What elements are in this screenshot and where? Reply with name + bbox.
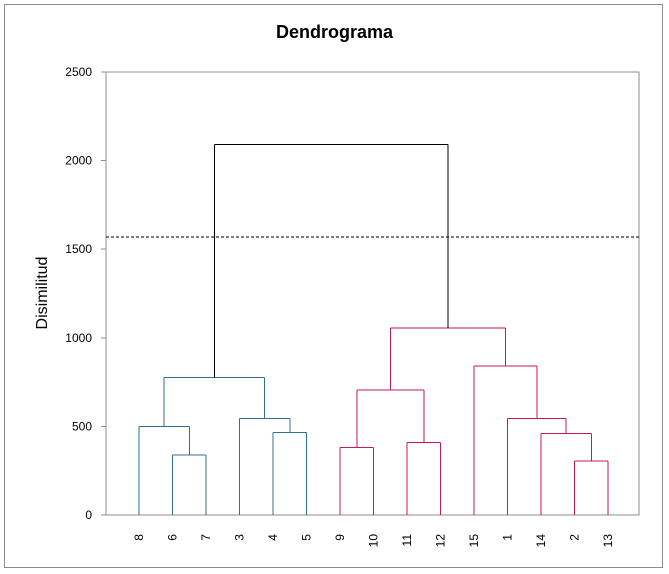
chart-frame xyxy=(4,4,663,568)
y-tick-label: 2000 xyxy=(65,154,92,168)
tick-labels: 0 500 1000 1500 2000 2500 8 6 7 3 4 5 9 10 11 12 15 1 14 2 1… xyxy=(65,65,615,547)
dendrogram-links xyxy=(138,144,609,515)
y-tick-label: 1500 xyxy=(65,242,92,256)
y-tick-label: 0 xyxy=(85,508,92,522)
x-tick-label-11: 11 xyxy=(400,534,414,547)
x-tick-label-8: 8 xyxy=(132,534,146,541)
x-tick-label-6: 6 xyxy=(166,534,180,541)
x-tick-label-5: 5 xyxy=(300,534,314,541)
x-tick-label-15: 15 xyxy=(467,534,481,548)
x-tick-label-10: 10 xyxy=(367,534,381,548)
x-tick-label-1: 1 xyxy=(501,534,515,541)
x-tick-label-12: 12 xyxy=(434,534,448,548)
x-tick-label-7: 7 xyxy=(199,534,213,541)
x-tick-label-3: 3 xyxy=(233,534,247,541)
plot-area-border xyxy=(105,71,640,516)
x-tick-label-9: 9 xyxy=(333,534,347,541)
chart-title: Dendrograma xyxy=(275,22,394,42)
y-tick-label: 1000 xyxy=(65,331,92,345)
y-tick-label: 500 xyxy=(72,419,92,433)
y-tick-label: 2500 xyxy=(65,65,92,79)
x-tick-label-14: 14 xyxy=(534,534,548,548)
x-tick-label-4: 4 xyxy=(266,534,280,541)
x-tick-label-2: 2 xyxy=(568,534,582,541)
axes xyxy=(101,71,640,516)
x-tick-label-13: 13 xyxy=(601,534,615,548)
